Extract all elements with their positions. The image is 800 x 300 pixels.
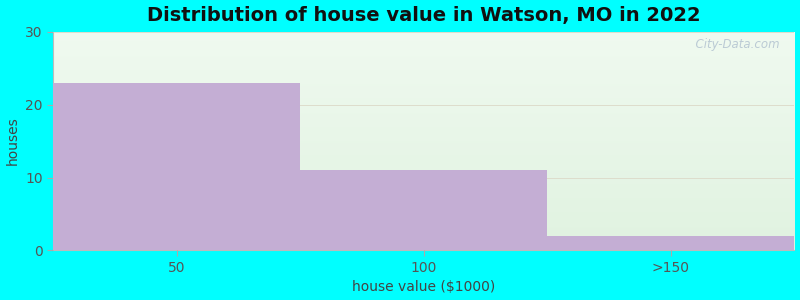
X-axis label: house value ($1000): house value ($1000) xyxy=(352,280,495,294)
Text: City-Data.com: City-Data.com xyxy=(688,38,780,51)
Bar xyxy=(547,236,794,250)
Y-axis label: houses: houses xyxy=(6,117,19,165)
Bar xyxy=(300,170,547,250)
Title: Distribution of house value in Watson, MO in 2022: Distribution of house value in Watson, M… xyxy=(147,6,701,25)
Bar xyxy=(53,83,300,250)
